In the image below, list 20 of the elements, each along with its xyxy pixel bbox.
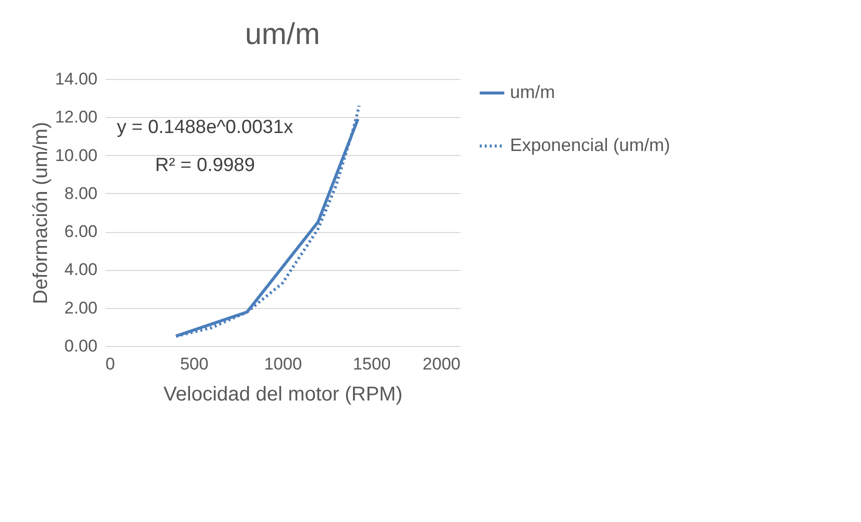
x-tick-label: 2000	[422, 354, 460, 374]
legend-label: um/m	[510, 82, 555, 102]
y-axis-title: Deformación (um/m)	[30, 122, 52, 304]
x-tick-label: 0	[106, 354, 115, 374]
y-tick-label: 4.00	[64, 260, 98, 280]
y-tick-label: 8.00	[64, 184, 98, 203]
y-tick-label: 14.00	[54, 70, 98, 88]
annotation: R² = 0.9989	[155, 155, 255, 176]
y-tick-label: 12.00	[54, 108, 98, 127]
y-tick-label: 0.00	[64, 336, 98, 356]
y-tick-label: 6.00	[64, 222, 98, 242]
y-tick-label: 10.00	[54, 146, 98, 165]
x-tick-label: 1000	[264, 354, 302, 374]
y-tick-label: 2.00	[64, 298, 98, 318]
chart-title: um/m	[245, 18, 320, 51]
x-tick-label: 1500	[352, 354, 391, 374]
x-tick-label: 500	[180, 354, 208, 374]
x-axis-title: Velocidad del motor (RPM)	[164, 384, 402, 406]
annotation: y = 0.1488e^0.0031x	[116, 117, 294, 138]
legend-label: Exponencial (um/m)	[510, 135, 670, 155]
